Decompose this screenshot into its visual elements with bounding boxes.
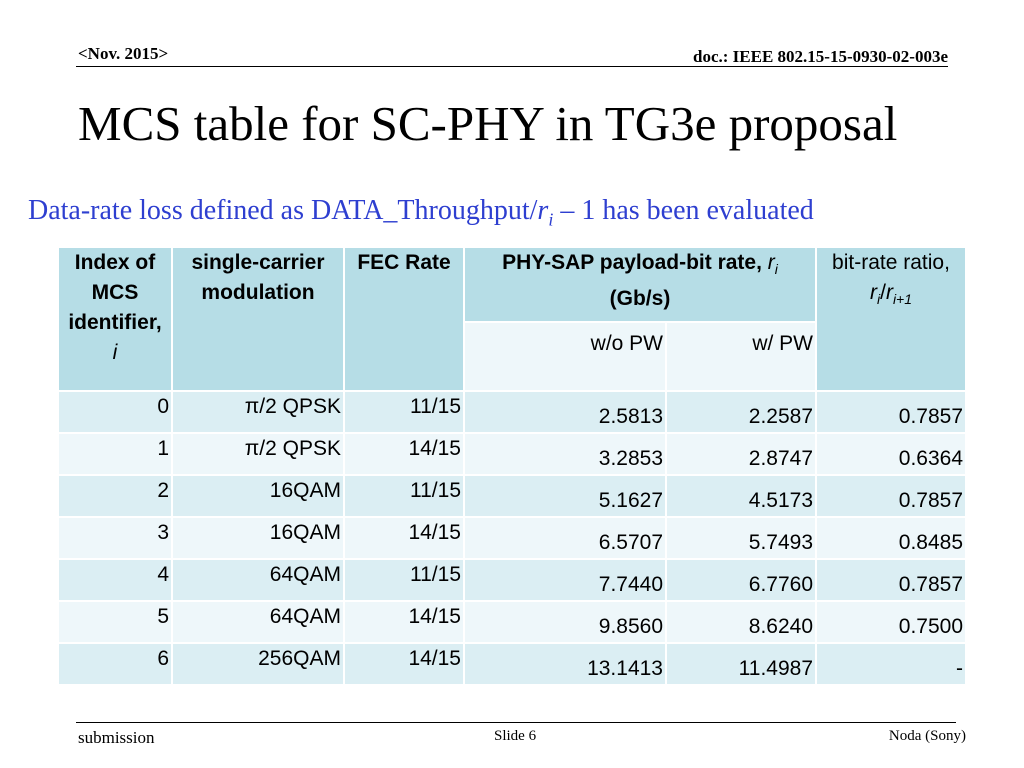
header-ratio: bit-rate ratio, ri/ri+1 <box>817 248 965 390</box>
header-index-var: i <box>112 341 118 364</box>
header-ratio-s2: i+1 <box>892 291 913 308</box>
cell-fec: 14/15 <box>345 602 463 642</box>
cell-ratio: - <box>817 644 965 684</box>
cell-modulation: 16QAM <box>173 476 343 516</box>
cell-modulation: 64QAM <box>173 602 343 642</box>
footer-divider <box>76 722 956 723</box>
cell-wo-pw: 6.5707 <box>465 518 665 558</box>
cell-ratio: 0.7857 <box>817 560 965 600</box>
cell-ratio: 0.6364 <box>817 434 965 474</box>
table-row: 3 16QAM 14/15 6.5707 5.7493 0.8485 <box>59 518 965 558</box>
cell-w-pw: 2.2587 <box>667 392 815 432</box>
cell-index: 3 <box>59 518 171 558</box>
header-ratio-label: bit-rate ratio, <box>832 251 950 274</box>
cell-fec: 11/15 <box>345 560 463 600</box>
header-index: Index of MCS identifier, i <box>59 248 171 390</box>
table-row: 2 16QAM 11/15 5.1627 4.5173 0.7857 <box>59 476 965 516</box>
cell-w-pw: 8.6240 <box>667 602 815 642</box>
cell-index: 6 <box>59 644 171 684</box>
cell-w-pw: 2.8747 <box>667 434 815 474</box>
footer-submission: submission <box>78 728 155 747</box>
cell-index: 0 <box>59 392 171 432</box>
cell-w-pw: 11.4987 <box>667 644 815 684</box>
table-row: 4 64QAM 11/15 7.7440 6.7760 0.7857 <box>59 560 965 600</box>
cell-ratio: 0.7857 <box>817 392 965 432</box>
cell-modulation: π/2 QPSK <box>173 392 343 432</box>
header-ratio-s1: i <box>876 291 881 308</box>
cell-fec: 14/15 <box>345 434 463 474</box>
header-phy-var: r <box>767 251 775 274</box>
table-row: 5 64QAM 14/15 9.8560 8.6240 0.7500 <box>59 602 965 642</box>
cell-w-pw: 6.7760 <box>667 560 815 600</box>
header-phy-unit: (Gb/s) <box>609 287 671 311</box>
subtitle-sub: i <box>548 209 554 230</box>
table-row: 0 π/2 QPSK 11/15 2.5813 2.2587 0.7857 <box>59 392 965 432</box>
cell-wo-pw: 2.5813 <box>465 392 665 432</box>
cell-w-pw: 4.5173 <box>667 476 815 516</box>
header-doc-id: doc.: IEEE 802.15-15-0930-02-003e <box>693 47 948 66</box>
cell-fec: 14/15 <box>345 644 463 684</box>
page-title: MCS table for SC-PHY in TG3e proposal <box>78 96 898 151</box>
header-phy-sub: i <box>774 261 778 278</box>
subtitle-prefix: Data-rate loss defined as DATA_Throughpu… <box>28 195 538 226</box>
cell-modulation: π/2 QPSK <box>173 434 343 474</box>
cell-wo-pw: 3.2853 <box>465 434 665 474</box>
cell-ratio: 0.7857 <box>817 476 965 516</box>
footer-author: Noda (Sony) <box>888 728 966 744</box>
cell-wo-pw: 5.1627 <box>465 476 665 516</box>
table-row: 1 π/2 QPSK 14/15 3.2853 2.8747 0.6364 <box>59 434 965 474</box>
cell-w-pw: 5.7493 <box>667 518 815 558</box>
cell-wo-pw: 7.7440 <box>465 560 665 600</box>
mcs-table: Index of MCS identifier, i single-carrie… <box>57 246 967 686</box>
header-fec: FEC Rate <box>345 248 463 390</box>
cell-ratio: 0.7500 <box>817 602 965 642</box>
cell-modulation: 256QAM <box>173 644 343 684</box>
header-divider <box>76 66 948 67</box>
cell-index: 2 <box>59 476 171 516</box>
header-modulation: single-carrier modulation <box>173 248 343 390</box>
header-wo-pw: w/o PW <box>465 323 665 390</box>
cell-modulation: 64QAM <box>173 560 343 600</box>
cell-fec: 14/15 <box>345 518 463 558</box>
header-ratio-r2: r <box>885 281 893 304</box>
table-row: 6 256QAM 14/15 13.1413 11.4987 - <box>59 644 965 684</box>
header-ratio-r1: r <box>869 281 877 304</box>
cell-fec: 11/15 <box>345 476 463 516</box>
cell-ratio: 0.8485 <box>817 518 965 558</box>
subtitle-var: r <box>537 195 549 226</box>
cell-index: 1 <box>59 434 171 474</box>
cell-wo-pw: 13.1413 <box>465 644 665 684</box>
subtitle-suffix: – 1 has been evaluated <box>553 195 814 226</box>
footer-slide-number: Slide 6 <box>494 728 537 744</box>
cell-wo-pw: 9.8560 <box>465 602 665 642</box>
cell-modulation: 16QAM <box>173 518 343 558</box>
header-phy-label: PHY-SAP payload-bit rate, <box>502 251 768 274</box>
cell-index: 5 <box>59 602 171 642</box>
header-phy-rate: PHY-SAP payload-bit rate, ri (Gb/s) <box>465 248 815 322</box>
subtitle: Data-rate loss defined as DATA_Throughpu… <box>28 194 814 237</box>
header-index-label: Index of MCS identifier, <box>68 251 162 334</box>
cell-fec: 11/15 <box>345 392 463 432</box>
cell-index: 4 <box>59 560 171 600</box>
header-date: <Nov. 2015> <box>78 44 169 63</box>
header-w-pw: w/ PW <box>667 323 815 390</box>
